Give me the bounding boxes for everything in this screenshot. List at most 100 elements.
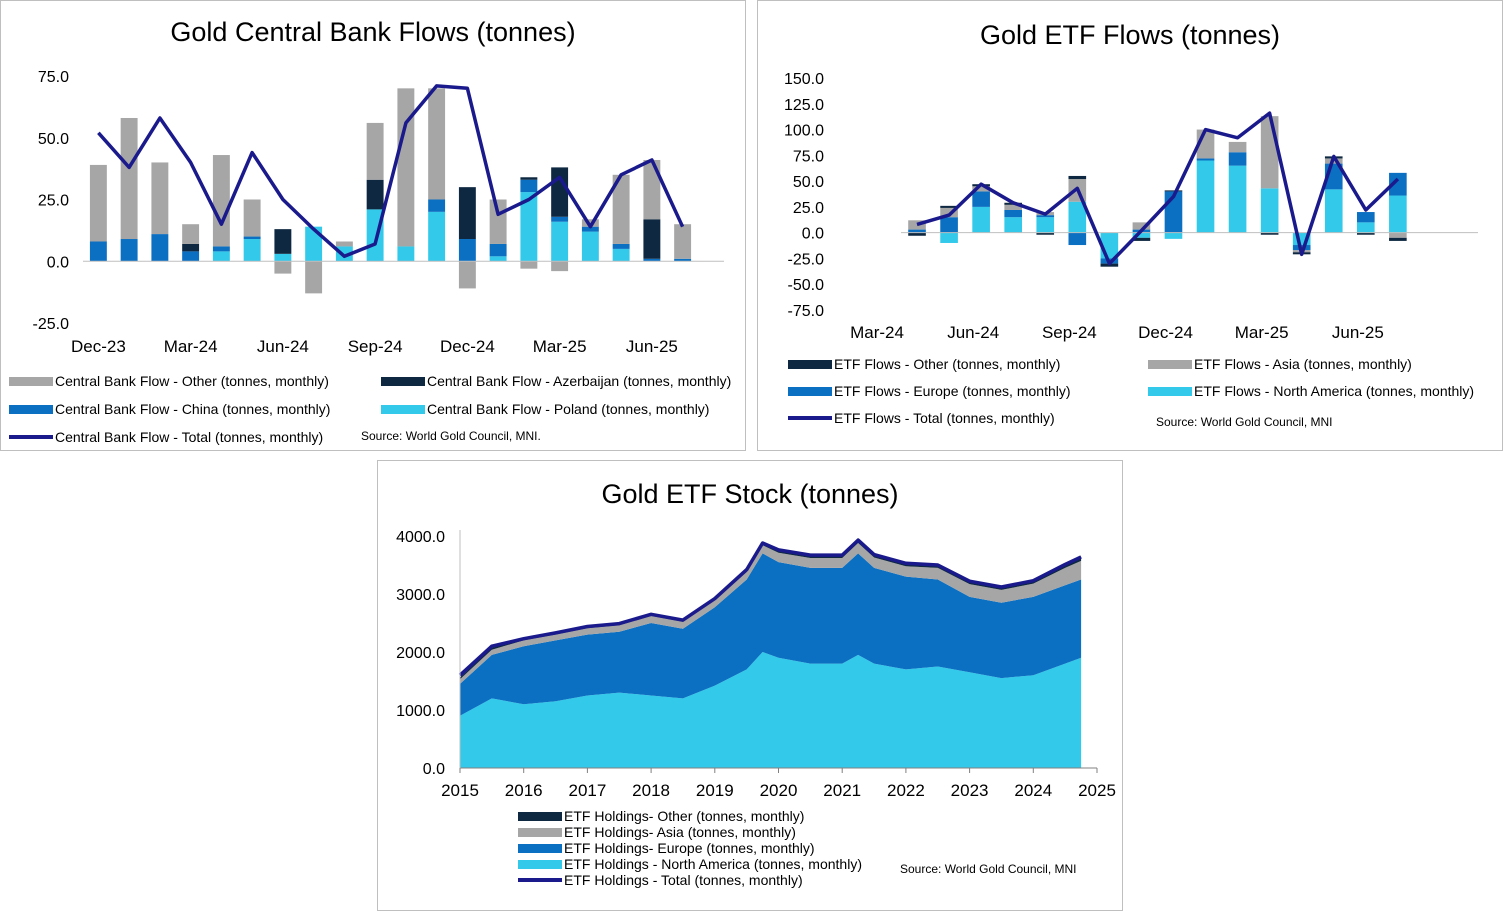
x-tick-label: Sep-24 [1042,323,1097,342]
bar-china [428,199,446,212]
bar-etf_na [940,232,958,243]
bar-etf_europe [908,229,926,233]
etf-flows-panel: Gold ETF Flows (tonnes) 150.0 125.0 100.0 7… [757,0,1503,451]
bar-china [643,258,661,262]
y-tick-label: -50.0 [788,277,825,294]
legend-item: ETF Flows - North America (tonnes, month… [1148,383,1474,399]
x-tick-label: 2021 [823,781,861,800]
chart-title: Gold Central Bank Flows (tonnes) [170,17,576,47]
bar-china [520,179,538,193]
legend-swatch [518,827,562,837]
y-tick-label: 75.0 [38,69,69,86]
legend-label: Central Bank Flow - Poland (tonnes, mont… [427,401,710,417]
bar-etf_na [972,206,990,233]
legend-swatch [9,376,53,386]
legend-label: Central Bank Flow - China (tonnes, month… [55,401,331,417]
central-bank-flows-panel: Gold Central Bank Flows (tonnes) 75.0 50.… [0,0,746,451]
y-tick-label: 50.0 [793,174,824,191]
bar-poland [305,226,323,262]
bar-azerbaijan [520,177,538,180]
bar-other [366,122,384,180]
bar-china [612,243,630,249]
legend-item: Central Bank Flow - Other (tonnes, month… [9,373,329,389]
y-tick-label: 25.0 [793,200,824,217]
legend-item: ETF Holdings- Asia (tonnes, monthly) [518,824,796,840]
legend-swatch [381,404,425,414]
x-tick-label: 2016 [505,781,543,800]
bar-etf_asia [908,220,926,230]
source-note: Source: World Gold Council, MNI. [361,429,541,443]
bar-etf_na [1132,232,1151,238]
y-tick-label: 75.0 [793,148,824,165]
bar-etf_asia [1132,222,1151,230]
bar-china [243,236,261,240]
y-tick-label: 2000.0 [396,645,445,662]
bar-poland [581,231,599,262]
bar-etf_europe [1036,215,1055,218]
bar-poland [428,211,446,262]
bar-other [643,159,661,220]
legend-item: Central Bank Flow - Poland (tonnes, mont… [381,401,709,417]
legend-item: ETF Holdings - North America (tonnes, mo… [518,856,862,872]
bar-etf_other [1260,232,1279,235]
bar-other [243,199,261,237]
legend-label: ETF Flows - Other (tonnes, monthly) [834,356,1061,372]
bar-etf_asia [972,186,990,192]
bar-china [120,239,138,262]
y-tick-label: 4000.0 [396,529,445,546]
legend-item: ETF Holdings- Europe (tonnes, monthly) [518,840,815,856]
bar-china [489,243,507,257]
etf-stock-panel: Gold ETF Stock (tonnes) 4000.0 3000.0 2000… [377,460,1123,911]
legend-label: ETF Flows - Asia (tonnes, monthly) [1194,356,1412,372]
bar-china [182,251,200,262]
legend-label: ETF Holdings- Other (tonnes, monthly) [564,808,805,824]
bar-other [151,162,169,235]
bar-etf_asia [940,207,958,218]
y-tick-label: 1000.0 [396,703,445,720]
bar-azerbaijan [643,219,661,259]
bar-azerbaijan [458,187,476,240]
bar-china [89,241,107,262]
area-etf_na [460,652,1082,768]
total-line [458,538,1082,677]
bar-other [612,174,630,244]
bar-etf_other [1068,175,1087,180]
bar-etf_europe [1196,158,1215,161]
bar-other [397,88,415,247]
bar-etf_other [1356,232,1375,235]
legend-item: ETF Flows - Europe (tonnes, monthly) [788,383,1071,399]
legend-swatch [518,859,562,869]
bar-etf_na [1324,189,1343,233]
y-tick-label: -75.0 [788,303,825,320]
bar-etf_na [1164,232,1183,239]
bar-etf_other [1164,190,1183,192]
total-line [916,111,1400,266]
bar-etf_na [1356,222,1375,233]
source-note: Source: World Gold Council, MNI [1156,415,1333,429]
bar-etf_europe [972,191,990,207]
legend-swatch [9,435,53,439]
bar-poland [335,246,353,262]
x-tick-label: Jun-24 [257,337,309,356]
bar-etf_other [940,205,958,208]
legend-label: Central Bank Flow - Other (tonnes, month… [55,373,329,389]
legend-swatch [788,386,832,396]
legend-swatch [788,359,832,369]
source-note: Source: World Gold Council, MNI [900,862,1077,876]
bar-other [489,199,507,244]
bar-other [89,164,107,242]
bar-other [581,219,599,227]
legend-label: ETF Flows - North America (tonnes, month… [1194,383,1475,399]
bar-other [674,224,692,259]
x-tick-label: Dec-23 [71,337,126,356]
legend-item: Central Bank Flow - Total (tonnes, month… [9,429,323,445]
bar-china [151,234,169,262]
x-tick-label: Jun-24 [947,323,999,342]
chart-title: Gold ETF Flows (tonnes) [979,20,1281,50]
bar-etf_na [1196,160,1215,233]
bar-china [674,258,692,262]
x-tick-label: Mar-24 [164,337,218,356]
bar-etf_na [1389,195,1407,233]
bar-poland [274,253,292,262]
